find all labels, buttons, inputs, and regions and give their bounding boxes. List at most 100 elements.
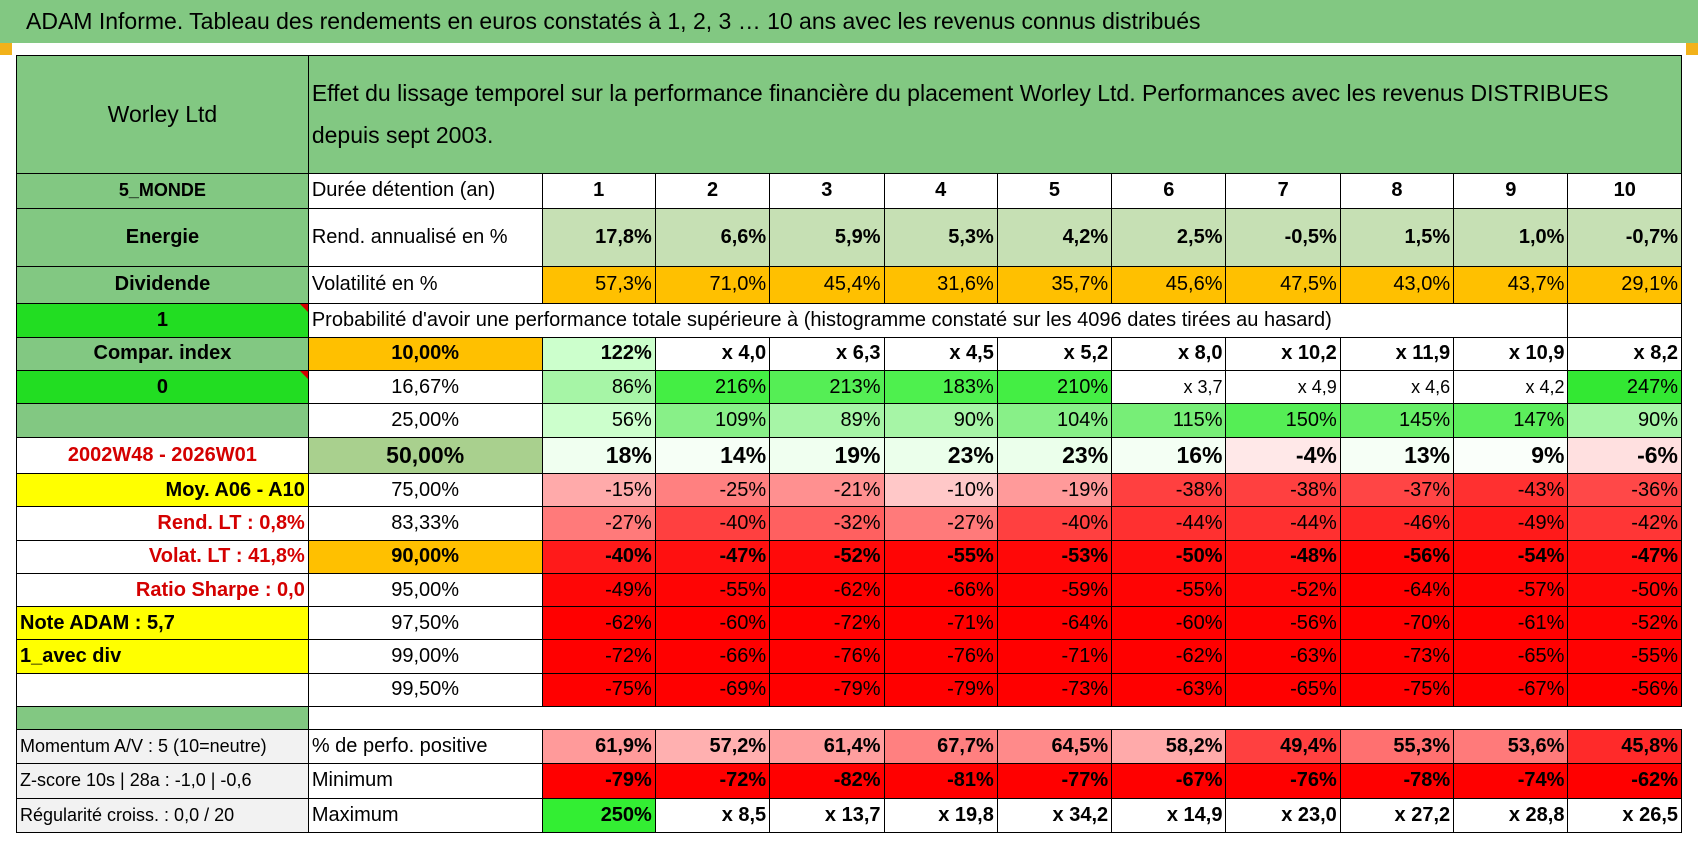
volatility-cell: 43,7% <box>1453 266 1569 304</box>
performance-cell: -48% <box>1225 539 1341 574</box>
return-cell: 6,6% <box>654 207 771 268</box>
statistic-cell: -72% <box>654 763 771 799</box>
year-header: 7 <box>1225 172 1341 209</box>
performance-cell: -63% <box>1111 672 1227 708</box>
performance-cell: -38% <box>1225 473 1341 508</box>
probability-threshold: 97,50% <box>307 606 543 641</box>
performance-cell: -40% <box>654 506 771 541</box>
performance-cell: -47% <box>654 539 771 574</box>
compar-index-label: Compar. index <box>16 336 309 372</box>
performance-cell: -55% <box>883 539 998 574</box>
volatility-cell: 57,3% <box>541 266 656 304</box>
performance-cell: -55% <box>1567 639 1682 674</box>
volatility-cell: 47,5% <box>1225 266 1341 304</box>
performance-table: Worley Ltd Effet du lissage temporel sur… <box>16 55 1683 834</box>
performance-cell: -44% <box>1111 506 1227 541</box>
flag-cell-1: 1 <box>16 302 309 338</box>
performance-cell: -56% <box>1225 606 1341 641</box>
statistic-cell: -82% <box>769 763 885 799</box>
performance-cell: -64% <box>996 606 1113 641</box>
probability-caption: Probabilité d'avoir une performance tota… <box>307 302 1454 338</box>
performance-cell: 9% <box>1453 436 1569 475</box>
performance-cell: -71% <box>996 639 1113 674</box>
performance-cell: -75% <box>1339 672 1455 708</box>
performance-cell: -40% <box>541 539 656 574</box>
statistic-cell: 45,8% <box>1567 728 1682 765</box>
statistic-cell: x 34,2 <box>996 797 1113 834</box>
performance-cell: -10% <box>883 473 998 508</box>
indicator-label: Momentum A/V : 5 (10=neutre) <box>16 728 309 765</box>
statistic-cell: x 27,2 <box>1339 797 1455 834</box>
performance-cell: 56% <box>541 403 656 438</box>
performance-cell: 147% <box>1453 403 1569 438</box>
probability-threshold: 95,00% <box>307 572 543 608</box>
year-header: 1 <box>541 172 656 209</box>
performance-cell: -49% <box>541 572 656 608</box>
long-term-volatility: Volat. LT : 41,8% <box>16 539 309 574</box>
performance-cell: -15% <box>541 473 656 508</box>
probability-threshold: 99,00% <box>307 639 543 674</box>
probability-threshold: 50,00% <box>307 436 543 475</box>
instrument-name: Worley Ltd <box>16 55 309 174</box>
performance-cell: -21% <box>769 473 885 508</box>
return-cell: 1,5% <box>1339 207 1455 268</box>
table-subtitle: Effet du lissage temporel sur la perform… <box>307 55 1683 174</box>
average-label: Moy. A06 - A10 <box>16 473 309 508</box>
performance-cell: -59% <box>996 572 1113 608</box>
performance-cell: -66% <box>654 639 771 674</box>
performance-cell: -55% <box>654 572 771 608</box>
performance-cell: 16% <box>1111 436 1227 475</box>
performance-cell: 104% <box>996 403 1113 438</box>
year-header: 10 <box>1567 172 1682 209</box>
performance-cell: -57% <box>1453 572 1569 608</box>
spacer-cell <box>308 706 1682 730</box>
region-label: 5_MONDE <box>16 172 309 209</box>
performance-cell: 150% <box>1225 403 1341 438</box>
side-empty-cell <box>16 672 309 708</box>
performance-cell: -71% <box>883 606 998 641</box>
performance-cell: x 10,2 <box>1225 336 1341 372</box>
performance-cell: -62% <box>769 572 885 608</box>
performance-cell: -25% <box>654 473 771 508</box>
performance-cell: -50% <box>1111 539 1227 574</box>
performance-cell: -4% <box>1225 436 1341 475</box>
performance-cell: x 4,5 <box>883 336 998 372</box>
performance-cell: -66% <box>883 572 998 608</box>
year-header: 9 <box>1453 172 1569 209</box>
performance-cell: -63% <box>1225 639 1341 674</box>
statistic-cell: x 23,0 <box>1225 797 1341 834</box>
spacer-cell <box>16 706 309 730</box>
year-header: 6 <box>1111 172 1227 209</box>
statistic-cell: -76% <box>1225 763 1341 799</box>
performance-cell: -52% <box>1225 572 1341 608</box>
performance-cell: -19% <box>996 473 1113 508</box>
flag-cell-2: 0 <box>16 370 309 405</box>
return-cell: 4,2% <box>996 207 1113 268</box>
year-header: 8 <box>1339 172 1455 209</box>
return-cell: 17,8% <box>541 207 656 268</box>
statistic-cell: 64,5% <box>996 728 1113 765</box>
performance-cell: -73% <box>996 672 1113 708</box>
performance-cell: -6% <box>1567 436 1682 475</box>
cell-corner-marker <box>0 43 12 55</box>
performance-cell: 23% <box>883 436 998 475</box>
statistic-label: Minimum <box>307 763 543 799</box>
statistic-cell: x 14,9 <box>1111 797 1227 834</box>
performance-cell: -55% <box>1111 572 1227 608</box>
performance-cell: -76% <box>769 639 885 674</box>
performance-cell: x 4,6 <box>1339 370 1455 405</box>
indicator-label: Régularité croiss. : 0,0 / 20 <box>16 797 309 834</box>
statistic-cell: -78% <box>1339 763 1455 799</box>
performance-cell: -53% <box>996 539 1113 574</box>
performance-cell: -46% <box>1339 506 1455 541</box>
year-header: 3 <box>769 172 885 209</box>
return-cell: 5,9% <box>769 207 885 268</box>
statistic-cell: -74% <box>1453 763 1569 799</box>
volatility-cell: 71,0% <box>654 266 771 304</box>
performance-cell: -69% <box>654 672 771 708</box>
performance-cell: 90% <box>1567 403 1682 438</box>
performance-cell: 122% <box>541 336 656 372</box>
statistic-cell: 55,3% <box>1339 728 1455 765</box>
performance-cell: x 4,0 <box>654 336 771 372</box>
performance-cell: x 8,2 <box>1567 336 1682 372</box>
